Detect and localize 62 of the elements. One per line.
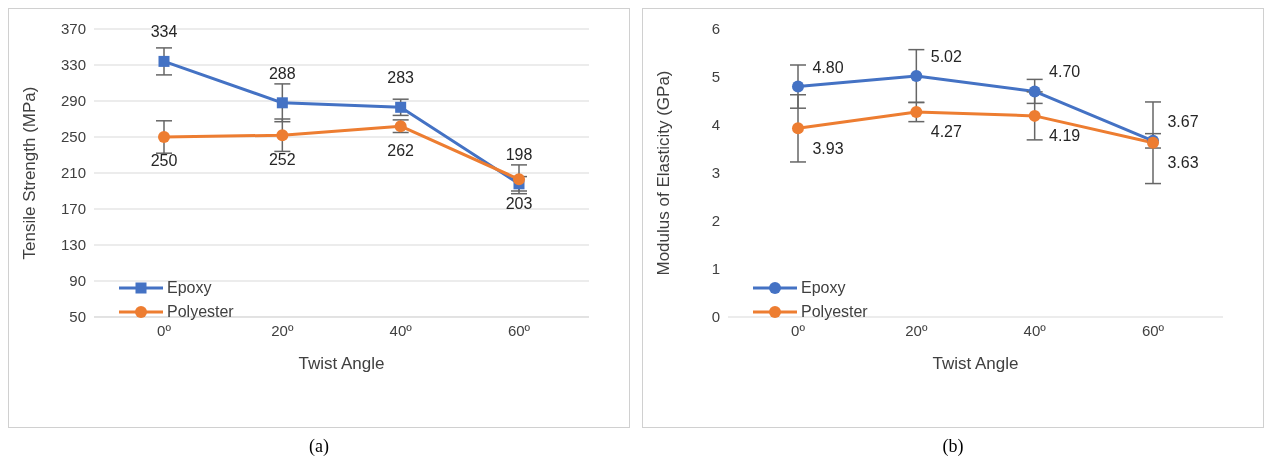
x-tick-label: 40º	[389, 321, 413, 339]
y-tick-label: 330	[60, 56, 86, 74]
x-tick-label: 40º	[1023, 321, 1047, 339]
data-label: 334	[150, 23, 178, 41]
point	[276, 97, 288, 109]
y-tick-label: 50	[69, 308, 86, 326]
point	[276, 129, 289, 142]
data-label: 3.63	[1167, 154, 1199, 172]
legend-label: Polyester	[167, 303, 234, 321]
point	[158, 131, 170, 143]
y-tick-label: 0	[711, 308, 720, 326]
y-tick-label: 1	[711, 260, 720, 278]
x-tick-label: 60º	[1141, 321, 1165, 339]
y-axis-title: Modulus of Elasticity (GPa)	[654, 70, 674, 276]
y-tick-label: 250	[60, 128, 86, 146]
data-label: 4.80	[812, 58, 844, 76]
point	[792, 80, 804, 93]
legend-label: Epoxy	[801, 279, 846, 297]
y-tick-label: 90	[69, 272, 86, 290]
data-label: 262	[387, 141, 415, 159]
point	[1028, 109, 1041, 122]
y-tick-label: 4	[711, 116, 720, 134]
y-tick-label: 6	[711, 20, 720, 38]
data-label: 250	[150, 152, 178, 170]
x-axis-title: Twist Angle	[298, 354, 385, 373]
text: (a)	[308, 436, 330, 457]
data-label: 252	[268, 150, 296, 168]
data-label: 5.02	[930, 48, 963, 66]
x-tick-label: 0º	[157, 321, 172, 339]
data-label: 4.19	[1049, 127, 1081, 145]
point	[1028, 85, 1041, 98]
legend-label: Polyester	[801, 303, 868, 321]
point	[395, 101, 407, 113]
point	[513, 173, 525, 186]
data-label: 3.93	[812, 139, 844, 157]
legend-label: Epoxy	[167, 279, 212, 297]
y-tick-label: 2	[711, 212, 720, 230]
y-tick-label: 3	[711, 164, 720, 182]
data-label: 4.70	[1049, 63, 1081, 81]
data-label: 288	[268, 64, 296, 82]
y-tick-label: 290	[60, 92, 86, 110]
point	[158, 55, 170, 67]
point	[910, 106, 923, 119]
y-tick-label: 170	[60, 200, 86, 218]
x-tick-label: 0º	[791, 321, 806, 339]
data-label: 198	[505, 145, 533, 163]
x-tick-label: 20º	[905, 321, 928, 339]
y-tick-label: 5	[711, 68, 720, 86]
data-label: 203	[505, 194, 533, 212]
y-tick-label: 210	[60, 164, 86, 182]
y-tick-label: 370	[60, 20, 86, 38]
x-tick-label: 60º	[507, 321, 531, 339]
data-label: 283	[387, 69, 415, 87]
point	[792, 122, 804, 135]
y-tick-label: 130	[60, 236, 86, 254]
text: (b)	[941, 436, 965, 457]
data-label: 4.27	[930, 123, 963, 141]
point	[910, 70, 923, 83]
y-axis-title: Tensile Strength (MPa)	[20, 86, 40, 260]
x-tick-label: 20º	[271, 321, 294, 339]
data-label: 3.67	[1167, 112, 1199, 130]
x-axis-title: Twist Angle	[932, 354, 1019, 373]
